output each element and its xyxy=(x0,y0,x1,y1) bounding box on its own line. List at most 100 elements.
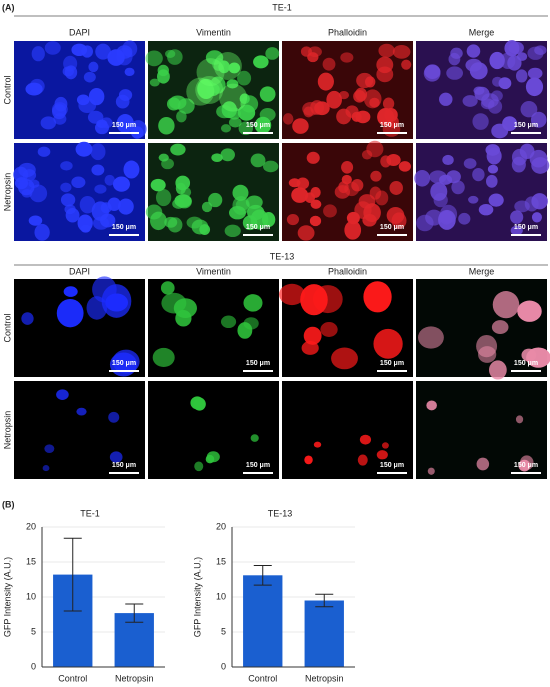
micrograph: 150 μm xyxy=(282,140,413,241)
cell xyxy=(526,347,550,368)
column-header: DAPI xyxy=(69,266,90,276)
cell xyxy=(462,95,478,107)
panel-label: (B) xyxy=(2,499,15,509)
cell xyxy=(282,113,294,125)
cell xyxy=(208,192,223,208)
cell xyxy=(439,92,453,106)
glow xyxy=(186,77,215,106)
scale-bar-label: 150 μm xyxy=(514,122,538,129)
cell xyxy=(83,71,96,83)
cell xyxy=(446,66,463,80)
micrograph: 150 μm xyxy=(145,143,279,241)
chart-title: TE-13 xyxy=(268,508,293,518)
cell xyxy=(176,195,192,209)
cell xyxy=(95,43,111,60)
micrograph: 150 μm xyxy=(282,381,413,479)
cell xyxy=(357,454,368,466)
cell xyxy=(166,97,181,111)
cell xyxy=(463,158,477,169)
cell xyxy=(42,465,50,472)
cell xyxy=(476,457,490,471)
cell xyxy=(491,123,509,139)
column-header: Merge xyxy=(469,266,495,276)
cell xyxy=(145,204,163,220)
cell xyxy=(426,400,437,411)
cell xyxy=(216,104,233,119)
cell xyxy=(358,194,376,209)
grid-title: TE-13 xyxy=(270,251,295,261)
cell xyxy=(158,116,175,135)
cell xyxy=(209,76,226,94)
cell xyxy=(100,213,116,228)
cell xyxy=(211,153,223,163)
cell xyxy=(56,298,84,328)
cell xyxy=(525,77,544,97)
cell xyxy=(430,182,448,201)
row-label: Netropsin xyxy=(2,173,12,212)
scale-bar-label: 150 μm xyxy=(112,224,136,231)
cell xyxy=(253,55,269,69)
cell xyxy=(304,455,313,465)
cell xyxy=(511,148,528,166)
cell xyxy=(28,215,43,226)
cell xyxy=(429,170,447,184)
cell xyxy=(263,160,279,173)
cell xyxy=(486,174,498,188)
cell xyxy=(226,79,239,89)
cell xyxy=(44,41,61,55)
cell xyxy=(155,188,172,207)
cell xyxy=(228,117,242,128)
cell xyxy=(286,213,300,226)
micrograph: 150 μm xyxy=(14,381,145,479)
cell xyxy=(472,113,489,130)
cell xyxy=(516,52,528,61)
scale-bar-label: 150 μm xyxy=(246,224,270,231)
scale-bar-label: 150 μm xyxy=(514,462,538,469)
cell xyxy=(527,67,543,79)
cell xyxy=(62,66,74,77)
y-tick-label: 0 xyxy=(31,661,36,671)
scale-bar-label: 150 μm xyxy=(112,122,136,129)
cell xyxy=(205,50,224,65)
cell xyxy=(60,193,76,207)
cell xyxy=(170,143,186,156)
scale-bar-label: 150 μm xyxy=(380,462,404,469)
cell xyxy=(520,101,538,118)
micrograph: 150 μm xyxy=(416,381,547,479)
cell xyxy=(201,201,213,213)
micrograph: 150 μm xyxy=(148,279,279,377)
cell xyxy=(313,441,322,448)
x-tick-label: Netropsin xyxy=(115,673,154,683)
cell xyxy=(150,178,166,192)
cell xyxy=(71,43,88,57)
column-header: Phalloidin xyxy=(328,27,367,37)
cell xyxy=(515,69,528,83)
cell xyxy=(391,212,407,229)
cell xyxy=(64,204,76,215)
y-tick-label: 5 xyxy=(31,626,36,636)
cell xyxy=(451,180,465,195)
cell xyxy=(167,49,183,65)
cell xyxy=(237,322,253,339)
cell xyxy=(473,86,485,95)
error-bar xyxy=(315,593,334,608)
cell xyxy=(489,360,507,380)
cell xyxy=(109,451,123,463)
cell xyxy=(359,434,372,445)
cell xyxy=(317,72,334,91)
cell xyxy=(237,70,252,86)
cell xyxy=(376,450,388,460)
image-background xyxy=(148,381,279,479)
cell xyxy=(322,57,336,71)
cell xyxy=(40,116,57,130)
cell xyxy=(91,164,105,176)
cell xyxy=(94,184,107,194)
scale-bar-label: 150 μm xyxy=(246,360,270,367)
x-tick-label: Control xyxy=(58,673,87,683)
cell xyxy=(313,285,343,314)
cell xyxy=(356,72,374,89)
cell xyxy=(60,161,73,171)
micrograph: 150 μm xyxy=(282,41,413,139)
cell xyxy=(51,102,68,117)
cell xyxy=(118,89,133,101)
